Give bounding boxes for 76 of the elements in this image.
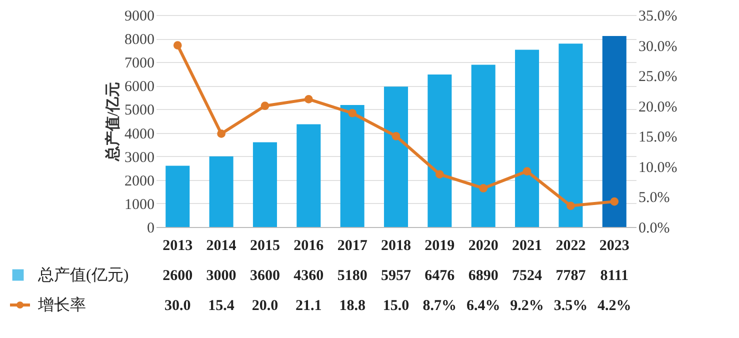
data-label: 5957 <box>381 268 412 284</box>
data-label: 18.8 <box>339 298 366 314</box>
y2-tick-label: 15.0% <box>638 130 678 146</box>
x-tick-label: 2018 <box>381 238 411 254</box>
x-tick-label: 2013 <box>162 238 193 254</box>
point <box>522 167 532 176</box>
bar <box>340 104 364 227</box>
point <box>217 130 226 138</box>
bar <box>558 44 583 227</box>
data-label: 8111 <box>600 268 629 284</box>
y-tick-label: 6000 <box>124 79 154 96</box>
bar <box>471 64 496 227</box>
bar <box>384 86 408 227</box>
y-tick-label: 0 <box>147 220 154 236</box>
bar <box>209 156 234 227</box>
y2-tick-label: 5.0% <box>638 190 670 206</box>
data-label: 4360 <box>294 268 324 284</box>
point <box>435 170 444 178</box>
y-tick-label: 2000 <box>124 173 154 190</box>
data-label: 5180 <box>337 268 368 284</box>
point <box>479 184 488 192</box>
point <box>610 197 619 206</box>
data-label: 6476 <box>424 268 456 284</box>
data-label: 6.4% <box>466 298 500 314</box>
bar <box>515 50 540 227</box>
y2-tick-label: 10.0% <box>638 160 678 176</box>
point <box>566 202 575 210</box>
data-label: 20.0 <box>252 298 278 314</box>
y-tick-label: 8000 <box>124 32 154 48</box>
point <box>173 41 182 50</box>
data-label: 2600 <box>162 268 193 284</box>
x-tick-label: 2021 <box>512 238 542 254</box>
y2-tick-label: 0.0% <box>638 220 670 236</box>
x-tick-label: 2023 <box>599 238 630 254</box>
bar <box>166 166 190 227</box>
bar <box>296 124 321 227</box>
data-label: 21.1 <box>296 298 322 314</box>
x-tick-label: 2015 <box>250 238 280 254</box>
data-label: 15.4 <box>208 298 235 314</box>
y2-tick-label: 35.0% <box>638 8 678 24</box>
data-label: 3.5% <box>554 298 588 314</box>
point <box>392 132 400 140</box>
data-label: 3000 <box>206 268 236 284</box>
x-tick-label: 2017 <box>337 238 368 254</box>
bar <box>602 36 626 227</box>
data-label: 3600 <box>250 268 280 284</box>
y-tick-label: 3000 <box>124 150 154 166</box>
y2-tick-label: 30.0% <box>638 38 678 55</box>
y-tick-label: 9000 <box>124 8 154 24</box>
x-tick-label: 2019 <box>424 238 455 254</box>
data-label: 7787 <box>556 268 586 284</box>
data-label: 6890 <box>468 268 498 284</box>
point <box>348 108 357 118</box>
bar <box>428 74 452 227</box>
data-label: 4.2% <box>598 298 632 314</box>
y2-tick-label: 25.0% <box>638 69 678 86</box>
point <box>260 102 270 110</box>
data-label: 15.0 <box>382 298 410 314</box>
y-tick-label: 7000 <box>124 56 154 72</box>
y2-tick-label: 20.0% <box>638 99 678 116</box>
bar <box>252 142 277 227</box>
y-axis-title: 总产值/亿元 <box>104 82 122 162</box>
y-tick-label: 4000 <box>124 126 154 142</box>
legend-label: 总产值(亿元) <box>37 266 129 284</box>
x-tick-label: 2020 <box>468 238 498 254</box>
x-tick-label: 2022 <box>556 238 586 254</box>
x-tick-label: 2016 <box>294 238 324 254</box>
point <box>304 95 313 104</box>
data-label: 30.0 <box>164 298 191 314</box>
data-label: 9.2% <box>510 298 544 314</box>
x-tick-label: 2014 <box>206 238 237 254</box>
data-label: 8.7% <box>422 298 457 314</box>
data-label: 7524 <box>512 268 543 284</box>
y-tick-label: 1000 <box>124 196 154 213</box>
legend-label: 增长率 <box>37 296 86 314</box>
y-tick-label: 5000 <box>124 102 154 119</box>
